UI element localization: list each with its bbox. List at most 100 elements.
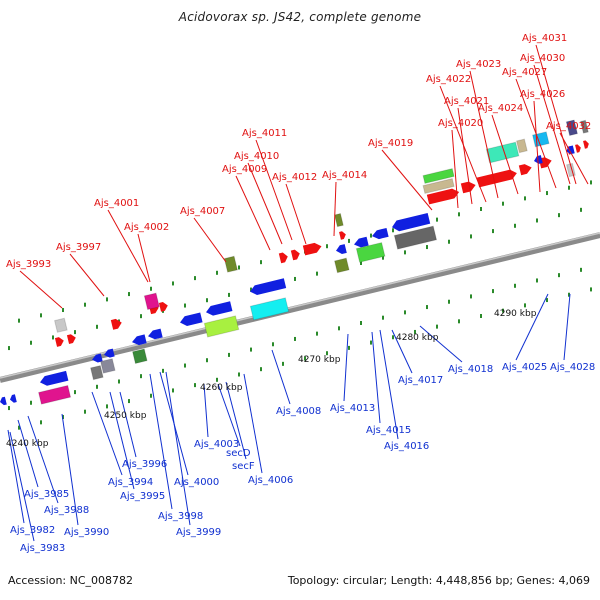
- gene-label[interactable]: Ajs_3995: [120, 491, 165, 502]
- gene-feature[interactable]: [302, 241, 323, 256]
- gene-label[interactable]: Ajs_4002: [124, 222, 169, 233]
- gene-label[interactable]: Ajs_4012: [272, 172, 317, 183]
- gene-label[interactable]: Ajs_4011: [242, 128, 287, 139]
- gene-feature[interactable]: [422, 167, 455, 185]
- gene-label[interactable]: Ajs_4008: [276, 406, 321, 417]
- gene-label[interactable]: Ajs_4026: [520, 89, 565, 100]
- gene-feature[interactable]: [518, 163, 533, 176]
- gene-label[interactable]: Ajs_4023: [456, 59, 501, 70]
- tick-mark: [546, 298, 548, 303]
- gene-feature[interactable]: [579, 119, 589, 134]
- gene-feature[interactable]: [91, 353, 103, 364]
- gene-label[interactable]: Ajs_3994: [108, 477, 153, 488]
- gene-feature[interactable]: [565, 119, 579, 137]
- gene-label[interactable]: Ajs_3998: [158, 511, 203, 522]
- gene-label[interactable]: Ajs_3983: [20, 543, 65, 554]
- leader-line: [107, 209, 149, 283]
- gene-label[interactable]: Ajs_3990: [64, 527, 109, 538]
- tick-mark: [18, 318, 20, 323]
- gene-feature[interactable]: [103, 348, 115, 359]
- gene-label[interactable]: Ajs_4009: [222, 164, 267, 175]
- gene-label[interactable]: Ajs_4014: [322, 170, 367, 181]
- gene-feature[interactable]: [476, 168, 518, 188]
- gene-feature[interactable]: [131, 348, 148, 365]
- gene-feature[interactable]: [339, 231, 347, 240]
- gene-label[interactable]: Ajs_4019: [368, 138, 413, 149]
- gene-feature[interactable]: [531, 131, 550, 148]
- gene-label[interactable]: Ajs_4000: [174, 477, 219, 488]
- gene-label[interactable]: Ajs_4013: [330, 403, 375, 414]
- gene-feature[interactable]: [203, 315, 240, 338]
- gene-feature[interactable]: [53, 317, 68, 333]
- gene-label[interactable]: Ajs_4030: [520, 53, 565, 64]
- gene-feature[interactable]: [54, 336, 65, 347]
- gene-label[interactable]: Ajs_4028: [550, 362, 595, 373]
- gene-feature[interactable]: [391, 212, 431, 233]
- gene-label[interactable]: Ajs_4031: [522, 33, 567, 44]
- gene-label[interactable]: Ajs_4016: [384, 441, 429, 452]
- gene-feature[interactable]: [278, 252, 289, 264]
- gene-label[interactable]: Ajs_4006: [248, 475, 293, 486]
- gene-label[interactable]: Ajs_4010: [234, 151, 279, 162]
- gene-feature[interactable]: [485, 141, 520, 164]
- gene-feature[interactable]: [249, 278, 287, 296]
- tick-mark: [162, 368, 164, 373]
- gene-feature[interactable]: [37, 384, 72, 405]
- gene-feature[interactable]: [538, 156, 553, 169]
- gene-label[interactable]: Ajs_4024: [478, 103, 523, 114]
- gene-label[interactable]: Ajs_4020: [438, 118, 483, 129]
- gene-feature[interactable]: [0, 396, 7, 406]
- gene-feature[interactable]: [335, 244, 347, 255]
- gene-feature[interactable]: [333, 212, 344, 228]
- gene-feature[interactable]: [353, 236, 369, 249]
- gene-label[interactable]: Ajs_4001: [94, 198, 139, 209]
- tick-mark: [52, 335, 54, 340]
- gene-label[interactable]: Ajs_4007: [180, 206, 225, 217]
- gene-label[interactable]: Ajs_3999: [176, 527, 221, 538]
- gene-label[interactable]: Ajs_3988: [44, 505, 89, 516]
- gene-feature[interactable]: [393, 225, 438, 250]
- gene-feature[interactable]: [223, 255, 238, 273]
- gene-label[interactable]: Ajs_3985: [24, 489, 69, 500]
- gene-label[interactable]: Ajs_4021: [444, 96, 489, 107]
- gene-label[interactable]: Ajs_4027: [502, 67, 547, 78]
- gene-label[interactable]: Ajs_4022: [426, 74, 471, 85]
- gene-feature[interactable]: [205, 301, 233, 317]
- gene-feature[interactable]: [179, 312, 203, 327]
- gene-feature[interactable]: [39, 370, 69, 387]
- gene-feature[interactable]: [460, 180, 477, 194]
- gene-feature[interactable]: [371, 227, 389, 241]
- tick-mark: [304, 356, 306, 361]
- gene-feature[interactable]: [9, 394, 17, 403]
- gene-label[interactable]: Ajs_4018: [448, 364, 493, 375]
- gene-label[interactable]: secD: [226, 448, 251, 459]
- gene-label[interactable]: Ajs_3997: [56, 242, 101, 253]
- gene-label[interactable]: Ajs_4032: [546, 121, 591, 132]
- gene-feature[interactable]: [333, 257, 350, 274]
- gene-feature[interactable]: [515, 138, 528, 154]
- gene-feature[interactable]: [158, 301, 169, 312]
- gene-feature[interactable]: [583, 140, 590, 149]
- gene-label[interactable]: Ajs_4025: [502, 362, 547, 373]
- gene-feature[interactable]: [249, 297, 290, 321]
- gene-feature[interactable]: [355, 241, 386, 263]
- gene-label[interactable]: Ajs_3982: [10, 525, 55, 536]
- gene-label[interactable]: Ajs_4003: [194, 439, 239, 450]
- gene-feature[interactable]: [110, 318, 123, 330]
- gene-label[interactable]: Ajs_4015: [366, 425, 411, 436]
- gene-label[interactable]: Ajs_3996: [122, 459, 167, 470]
- gene-label[interactable]: Ajs_4017: [398, 375, 443, 386]
- gene-feature[interactable]: [565, 145, 575, 155]
- gene-feature[interactable]: [99, 358, 116, 374]
- gene-feature[interactable]: [147, 328, 163, 341]
- gene-feature[interactable]: [422, 177, 455, 195]
- gene-label[interactable]: secF: [232, 461, 255, 472]
- gene-feature[interactable]: [66, 333, 77, 344]
- gene-feature[interactable]: [290, 249, 301, 261]
- gene-feature[interactable]: [426, 187, 460, 205]
- gene-label[interactable]: Ajs_3993: [6, 259, 51, 270]
- gene-feature[interactable]: [89, 364, 104, 381]
- gene-feature[interactable]: [575, 144, 582, 153]
- gene-feature[interactable]: [131, 334, 147, 346]
- gene-feature[interactable]: [143, 292, 160, 311]
